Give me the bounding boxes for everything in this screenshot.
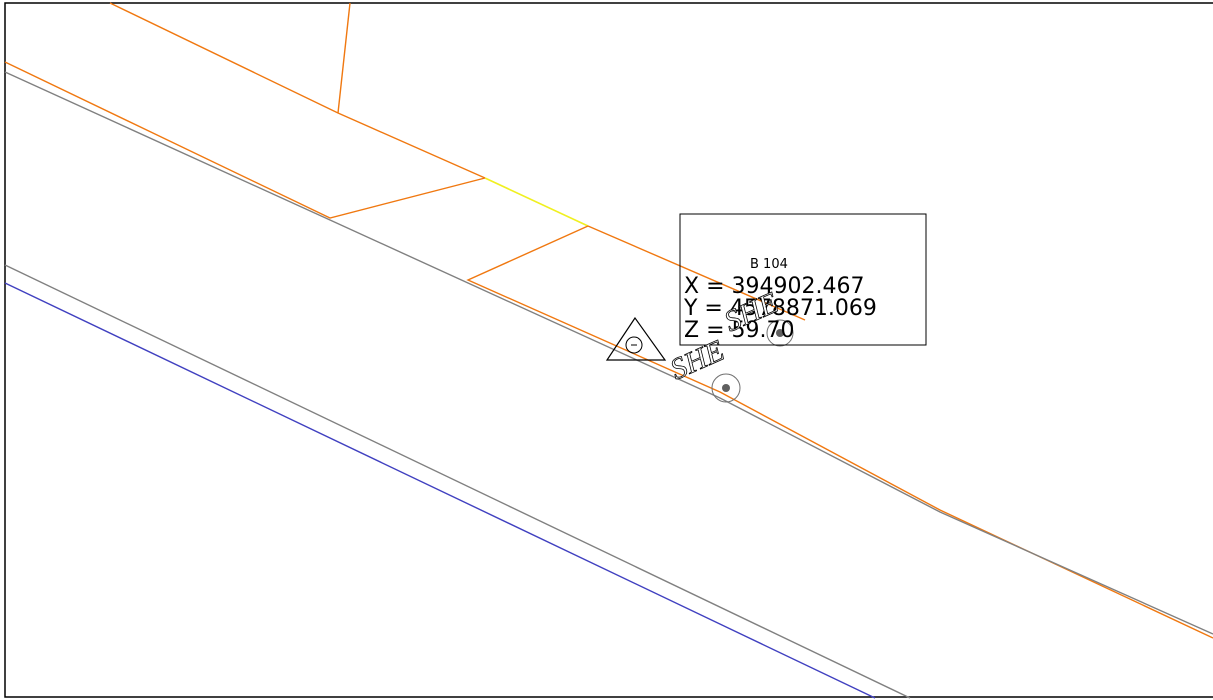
gray-line bbox=[4, 264, 911, 699]
point-dot bbox=[776, 329, 784, 337]
point-circle bbox=[766, 319, 794, 347]
point-markers bbox=[711, 319, 794, 403]
orange-line bbox=[587, 225, 806, 321]
coord-z: Z = 59.70 bbox=[684, 318, 794, 343]
viewport-border bbox=[4, 2, 1213, 698]
point-dot bbox=[722, 384, 730, 392]
point-name: B 104 bbox=[750, 257, 788, 272]
info-box bbox=[679, 213, 927, 346]
gray-line bbox=[4, 71, 1213, 635]
drawing-lines bbox=[4, 2, 1213, 699]
orange-line bbox=[337, 2, 351, 114]
blue-line bbox=[4, 282, 876, 699]
triangle-marker bbox=[605, 316, 667, 361]
coord-y: Y = 4578871.069 bbox=[683, 296, 877, 321]
coord-x: X = 394902.467 bbox=[684, 274, 864, 299]
point-circle bbox=[711, 373, 741, 403]
survey-symbol bbox=[605, 316, 667, 361]
marker-circle bbox=[625, 336, 643, 354]
yellow-line bbox=[484, 177, 589, 227]
orange-line bbox=[4, 61, 486, 219]
